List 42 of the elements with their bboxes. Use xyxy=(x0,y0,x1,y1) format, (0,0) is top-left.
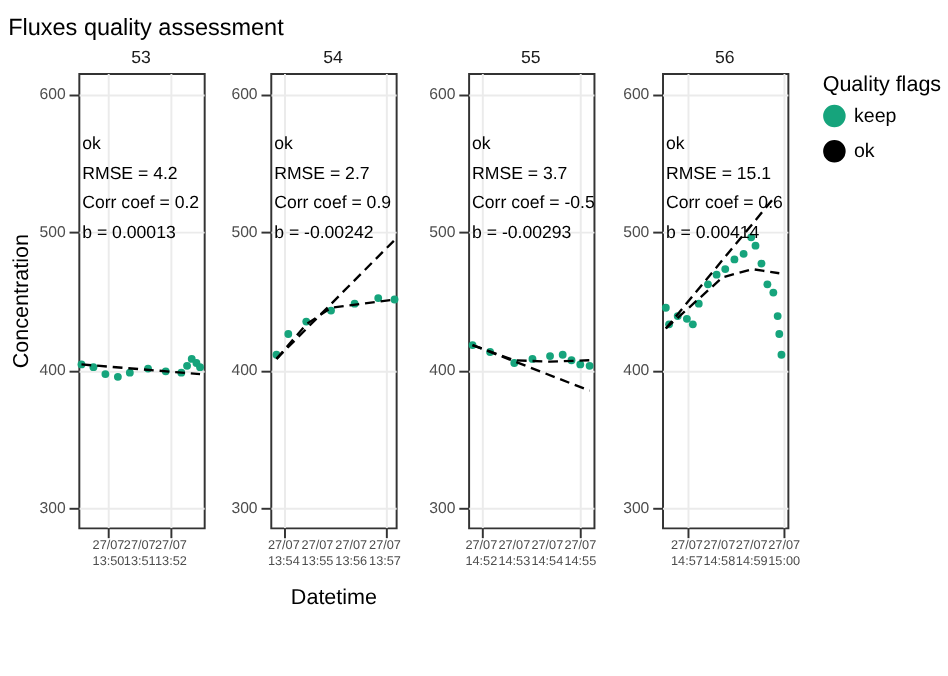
y-tick-label: 500 xyxy=(623,222,651,241)
chart-title: Fluxes quality assessment xyxy=(8,14,286,41)
y-tick-label: 600 xyxy=(429,84,457,103)
annotation: RMSE = 15.1 xyxy=(665,162,772,183)
annotation: b = 0.00414 xyxy=(665,221,760,242)
y-tick-label: 300 xyxy=(231,498,259,517)
y-tick-label: 300 xyxy=(429,498,457,517)
legend-title: Quality flags xyxy=(822,72,942,97)
legend-label: keep xyxy=(853,105,898,128)
y-tick-label: 400 xyxy=(231,360,259,379)
annotation: Corr coef = 0.6 xyxy=(665,192,784,213)
annotation: RMSE = 2.7 xyxy=(274,162,370,183)
annotation: Corr coef = 0.2 xyxy=(82,192,200,213)
y-tick-label: 600 xyxy=(39,84,67,103)
chart-subtitle: 55 xyxy=(521,47,541,68)
annotation: Corr coef = 0.9 xyxy=(274,192,392,213)
y-tick-label: 300 xyxy=(39,498,67,517)
legend-label: ok xyxy=(853,141,875,164)
annotation: b = -0.00242 xyxy=(274,221,374,242)
y-tick-label: 500 xyxy=(429,222,457,241)
y-tick-label: 600 xyxy=(623,84,651,103)
annotation: ok xyxy=(82,133,103,154)
y-tick-label: 500 xyxy=(39,222,67,241)
y-tick-label: 400 xyxy=(429,360,457,379)
y-tick-label: 600 xyxy=(231,84,259,103)
x-axis-title: Datetime xyxy=(290,585,378,610)
y-tick-label: 500 xyxy=(231,222,259,241)
annotation: RMSE = 3.7 xyxy=(472,162,568,183)
chart-subtitle: 53 xyxy=(131,47,152,68)
chart-subtitle: 56 xyxy=(714,47,735,68)
annotation: ok xyxy=(274,133,294,154)
annotation: RMSE = 4.2 xyxy=(82,162,178,183)
annotation: ok xyxy=(472,133,492,154)
annotation: b = -0.00293 xyxy=(472,221,572,242)
y-tick-label: 400 xyxy=(39,360,67,379)
y-tick-label: 300 xyxy=(623,498,651,517)
y-axis-title: Concentration xyxy=(9,234,34,369)
annotation: Corr coef = -0.5 xyxy=(472,192,595,213)
annotation: ok xyxy=(665,133,686,154)
chart-subtitle: 54 xyxy=(323,47,343,68)
y-tick-label: 400 xyxy=(623,360,651,379)
annotation: b = 0.00013 xyxy=(82,221,176,242)
